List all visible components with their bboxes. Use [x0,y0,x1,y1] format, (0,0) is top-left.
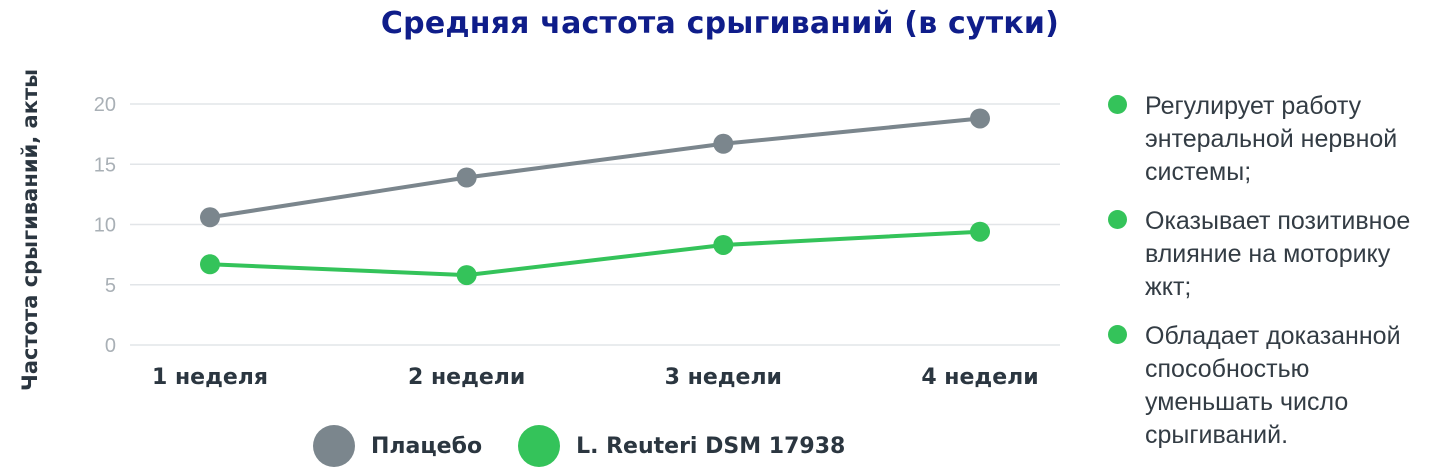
line-chart: 0 5 10 15 20 1 неделя 2 недели 3 недели 4 недел… [94,94,1060,390]
series-line [208,229,982,278]
x-tick-label: 3 недели [665,365,782,390]
bullet-dot-icon [1108,210,1127,229]
x-tick-labels: 1 неделя 2 недели 3 недели 4 недели [152,365,1039,390]
feature-text: Регулирует работу энтеральной нервной си… [1145,92,1398,186]
feature-list: Регулирует работу энтеральной нервной си… [1108,90,1438,468]
chart-legend: Плацебо L. Reuteri DSM 17938 [313,424,881,468]
legend-swatch [518,425,561,467]
grid-lines [130,103,1060,346]
x-tick-label: 2 недели [408,365,525,390]
data-point [970,108,990,129]
legend-item-placebo: Плацебо [313,425,482,467]
series-reuteri [200,221,990,286]
data-point [200,207,220,228]
data-point [200,254,220,275]
y-tick-label: 5 [105,275,116,297]
y-tick-label: 20 [94,94,116,116]
legend-swatch [313,425,355,467]
series-lines [200,108,990,286]
feature-item: Обладает доказанной способностью уменьша… [1108,320,1438,452]
feature-item: Оказывает позитивное влияние на моторику… [1108,205,1438,304]
data-point [456,167,477,188]
chart-title: Средняя частота срыгиваний (в сутки) [380,6,1060,41]
y-tick-labels: 0 5 10 15 20 [94,94,116,357]
series-line [208,116,982,220]
y-tick-label: 0 [105,335,116,357]
feature-item: Регулирует работу энтеральной нервной си… [1108,90,1438,189]
data-point [713,133,734,154]
bullet-dot-icon [1108,95,1127,114]
data-point [970,221,990,242]
legend-label: Плацебо [371,433,483,459]
x-tick-label: 4 недели [921,365,1038,390]
y-tick-label: 10 [94,215,116,237]
y-tick-label: 15 [94,154,116,176]
legend-label: L. Reuteri DSM 17938 [576,433,846,459]
bullet-dot-icon [1108,325,1127,344]
legend-item-reuteri: L. Reuteri DSM 17938 [518,425,845,467]
series-placebo [200,108,990,228]
x-tick-label: 1 неделя [152,365,268,390]
data-point [456,265,477,286]
data-point [713,234,734,255]
feature-text: Обладает доказанной способностью уменьша… [1145,322,1401,449]
feature-text: Оказывает позитивное влияние на моторику… [1145,207,1411,301]
